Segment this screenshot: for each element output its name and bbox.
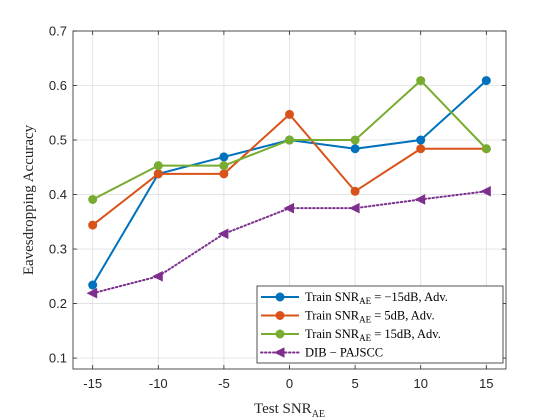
x-tick-label: -10 [149, 376, 168, 391]
legend-label-rest: = 5dB, Adv. [371, 309, 435, 323]
legend: Train SNRAE = −15dB, Adv.Train SNRAE = 5… [256, 285, 504, 364]
data-point [350, 144, 360, 154]
data-point [481, 144, 491, 154]
data-point [414, 194, 426, 205]
x-tick-label: -5 [218, 376, 230, 391]
data-point [350, 135, 360, 145]
data-point [152, 271, 163, 282]
data-point [219, 161, 229, 171]
data-point [219, 169, 229, 179]
x-axis-label: Test SNRAE [254, 401, 325, 420]
x-tick-label: 10 [413, 376, 427, 391]
data-point [416, 144, 426, 154]
legend-label: Train SNRAE = −15dB, Adv. [305, 290, 448, 306]
data-point [153, 169, 163, 179]
legend-label-main: Train SNR [305, 309, 360, 323]
data-point [480, 185, 491, 197]
x-tick-label: 15 [479, 376, 493, 391]
y-tick-label: 0.5 [49, 133, 67, 148]
data-point [481, 76, 491, 86]
data-point [285, 109, 294, 119]
series-layer [86, 76, 491, 299]
data-point [86, 287, 98, 299]
legend-label-main: DIB − PAJSCC [305, 346, 383, 360]
legend-label-main: Train SNR [305, 290, 360, 304]
legend-swatch-marker [275, 329, 285, 339]
legend-label: Train SNRAE = 5dB, Adv. [305, 309, 435, 325]
data-point [88, 194, 98, 204]
data-point [88, 280, 98, 290]
legend-swatch-marker [275, 292, 285, 302]
y-tick-label: 0.3 [49, 242, 67, 257]
legend-label-sub: AE [359, 333, 371, 343]
data-point [283, 202, 294, 214]
x-tick-label: 5 [351, 376, 358, 391]
series-4 [86, 185, 491, 299]
legend-swatch-marker [275, 311, 285, 320]
data-point [416, 135, 426, 145]
ticks-layer: -15 -10 -5 0 5 10 15 0.1 0.2 0.3 0.4 0.5 0.6 0.7 [49, 24, 506, 391]
legend-label-sub: AE [359, 315, 371, 325]
series-3 [88, 76, 491, 204]
y-tick-label: 0.7 [49, 24, 67, 39]
data-point [285, 135, 294, 145]
data-point [219, 152, 229, 162]
x-tick-label: 0 [286, 376, 293, 391]
data-point [217, 228, 229, 240]
x-tick-label: -15 [83, 376, 102, 391]
legend-label: DIB − PAJSCC [305, 346, 383, 360]
legend-label-rest: = 15dB, Adv. [371, 327, 441, 341]
legend-label: Train SNRAE = 15dB, Adv. [305, 327, 441, 343]
data-point [88, 220, 98, 230]
data-point [153, 161, 163, 171]
data-point [350, 186, 360, 196]
legend-swatch-marker [273, 347, 285, 358]
data-point [348, 202, 360, 214]
y-tick-label: 0.6 [49, 78, 67, 93]
y-tick-label: 0.1 [49, 351, 67, 366]
y-tick-label: 0.4 [49, 187, 67, 202]
legend-label-main: Train SNR [305, 327, 360, 341]
legend-label-rest: = −15dB, Adv. [371, 290, 448, 304]
legend-label-sub: AE [359, 296, 371, 306]
legend-box [256, 285, 504, 364]
y-tick-label: 0.2 [49, 296, 67, 311]
data-point [416, 76, 426, 86]
y-axis-label: Eavesdropping Accuracy [21, 124, 37, 275]
x-axis-label-main: Test SNR [254, 401, 312, 417]
x-axis-label-sub: AE [312, 409, 325, 420]
